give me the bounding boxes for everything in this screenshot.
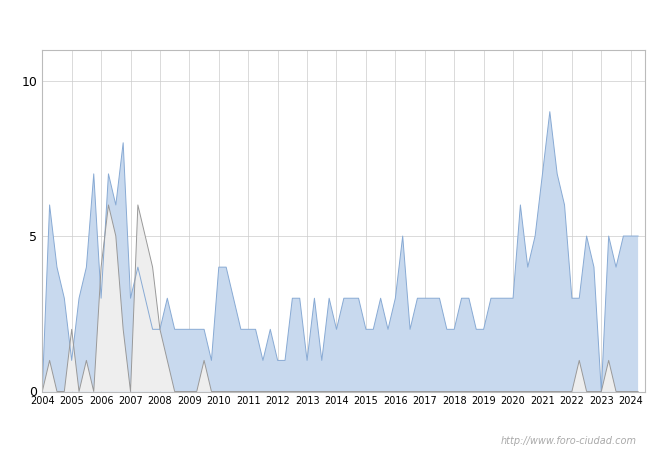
Text: Soto de la Vega - Evolucion del Nº de Transacciones Inmobiliarias: Soto de la Vega - Evolucion del Nº de Tr…	[98, 15, 552, 30]
Text: http://www.foro-ciudad.com: http://www.foro-ciudad.com	[501, 436, 637, 446]
